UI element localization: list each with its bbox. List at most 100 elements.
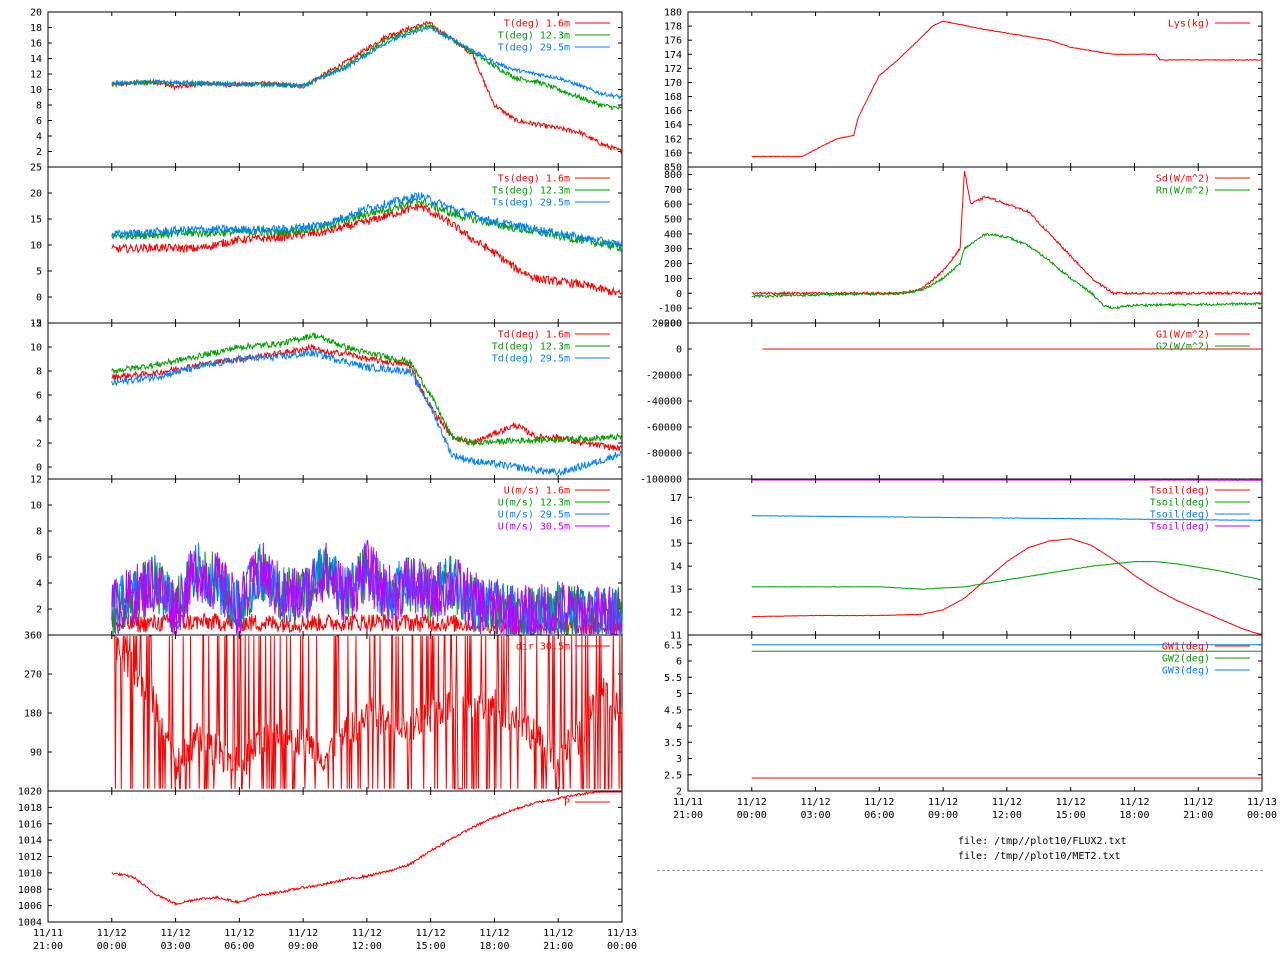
y-tick-label: 25	[30, 163, 42, 174]
y-tick-label: 2	[676, 787, 682, 798]
legend-label: GW1(deg)	[1162, 642, 1210, 653]
x-tick-label-date: 11/12	[992, 797, 1022, 808]
y-tick-label: 176	[664, 36, 682, 47]
chart-tsoil: 11121314151617Tsoil(deg)Tsoil(deg)Tsoil(…	[670, 478, 1263, 642]
y-tick-label: 6	[676, 657, 682, 668]
y-tick-label: 5.5	[664, 673, 682, 684]
x-tick-label-date: 11/12	[288, 928, 318, 939]
series-line	[111, 343, 623, 452]
legend-label: P	[564, 798, 570, 809]
x-tick-label-date: 11/13	[607, 928, 637, 939]
y-tick-label: -100000	[640, 475, 682, 486]
y-tick-label: 600	[664, 200, 682, 211]
y-tick-label: 15	[30, 215, 42, 226]
chart-lys: 160 162 164 166 168 170 172 174 176 178 180 Lys(kg)	[664, 8, 1263, 168]
y-tick-label: 4	[36, 415, 42, 426]
series-line	[111, 539, 623, 636]
x-tick-label-date: 11/12	[801, 797, 831, 808]
legend-label: dir 30.5m	[516, 642, 570, 653]
y-tick-label: 0	[676, 345, 682, 356]
x-tick-label-time: 00:00	[737, 810, 767, 821]
x-tick-label-time: 03:00	[801, 810, 831, 821]
y-tick-label: 6	[36, 553, 42, 564]
y-tick-label: 0	[36, 463, 42, 474]
legend-label: Sd(W/m^2)	[1156, 174, 1210, 185]
chart-u: 2 4 6 8 10 12 U(m/s) 1.6mU(m/s) 12.3mU(m/s) 29…	[30, 475, 623, 636]
y-tick-label: 166	[664, 106, 682, 117]
x-tick-label-date: 11/11	[33, 928, 63, 939]
legend-label: U(m/s) 30.5m	[498, 522, 570, 533]
legend-label: U(m/s) 29.5m	[498, 510, 570, 521]
series-line	[751, 232, 1263, 310]
y-tick-label: -80000	[646, 449, 682, 460]
y-tick-label: 172	[664, 64, 682, 75]
y-tick-label: 178	[664, 22, 682, 33]
y-tick-label: 6	[36, 391, 42, 402]
file-line-met: file: /tmp//plot10/MET2.txt	[958, 851, 1121, 862]
y-tick-label: 300	[664, 244, 682, 255]
y-tick-label: 11	[670, 631, 682, 642]
y-tick-label: 14	[670, 562, 682, 573]
x-tick-label-date: 11/12	[416, 928, 446, 939]
x-tick-label-date: 11/12	[543, 928, 573, 939]
x-tick-label-time: 21:00	[543, 941, 573, 952]
y-tick-label: 270	[24, 670, 42, 681]
y-tick-label: 2.5	[664, 770, 682, 781]
x-tick-label-time: 18:00	[479, 941, 509, 952]
legend-label: Tsoil(deg)	[1150, 510, 1210, 521]
legend-label: T(deg) 29.5m	[498, 43, 570, 54]
x-tick-label-time: 03:00	[161, 941, 191, 952]
y-tick-label: 2	[36, 147, 42, 158]
y-tick-label: 164	[664, 120, 682, 131]
series-line	[111, 348, 623, 477]
y-tick-label: 2	[36, 439, 42, 450]
x-tick-label-time: 00:00	[1247, 810, 1277, 821]
y-tick-label: 200	[664, 259, 682, 270]
y-tick-label: 160	[664, 148, 682, 159]
series-line	[751, 538, 1262, 635]
y-tick-label: 4	[676, 722, 682, 733]
x-tick-label-date: 11/12	[97, 928, 127, 939]
series-line	[111, 791, 622, 907]
plot-frame	[47, 790, 623, 923]
y-tick-label: 4	[36, 579, 42, 590]
y-tick-label: 16	[30, 39, 42, 50]
x-tick-label-date: 11/12	[864, 797, 894, 808]
x-tick-label-time: 12:00	[992, 810, 1022, 821]
x-tick-label-time: 18:00	[1119, 810, 1149, 821]
x-tick-label-date: 11/12	[1119, 797, 1149, 808]
x-tick-label-time: 06:00	[864, 810, 894, 821]
x-tick-label-time: 21:00	[33, 941, 63, 952]
x-tick-label-date: 11/12	[479, 928, 509, 939]
y-tick-label: 1020	[18, 787, 42, 798]
legend-label: Ts(deg) 12.3m	[492, 186, 570, 197]
y-tick-label: 170	[664, 78, 682, 89]
file-list: file: /tmp//plot10/FLUX2.txt file: /tmp/…	[958, 834, 1127, 864]
y-tick-label: 12	[30, 475, 42, 486]
x-tick-label-date: 11/12	[737, 797, 767, 808]
y-tick-label: 1004	[18, 918, 42, 929]
y-tick-label: 20000	[652, 319, 682, 330]
chart-dir: 90 180 270 360 dir 30.5m	[24, 631, 623, 792]
x-tick-label-date: 11/12	[224, 928, 254, 939]
x-tick-label-date: 11/12	[161, 928, 191, 939]
y-tick-label: 12	[30, 319, 42, 330]
y-tick-label: 162	[664, 134, 682, 145]
legend-label: U(m/s) 1.6m	[504, 486, 570, 497]
y-tick-label: 3	[676, 754, 682, 765]
y-tick-label: 20	[30, 189, 42, 200]
y-tick-label: 10	[30, 501, 42, 512]
y-tick-label: 4.5	[664, 705, 682, 716]
y-tick-label: 1008	[18, 885, 42, 896]
chart-t: 2 4 6 8 10 12 14 16 18 20 T(deg) 1.6mT(deg) 12.3mT…	[30, 8, 623, 168]
x-tick-label-date: 11/13	[1247, 797, 1277, 808]
legend-label: Lys(kg)	[1168, 19, 1210, 30]
y-tick-label: -100	[658, 304, 682, 315]
plot-frame	[687, 11, 1263, 168]
y-tick-label: 180	[664, 8, 682, 19]
legend-label: GW3(deg)	[1162, 666, 1210, 677]
legend-label: Td(deg) 1.6m	[498, 330, 570, 341]
y-tick-label: 6	[36, 116, 42, 127]
